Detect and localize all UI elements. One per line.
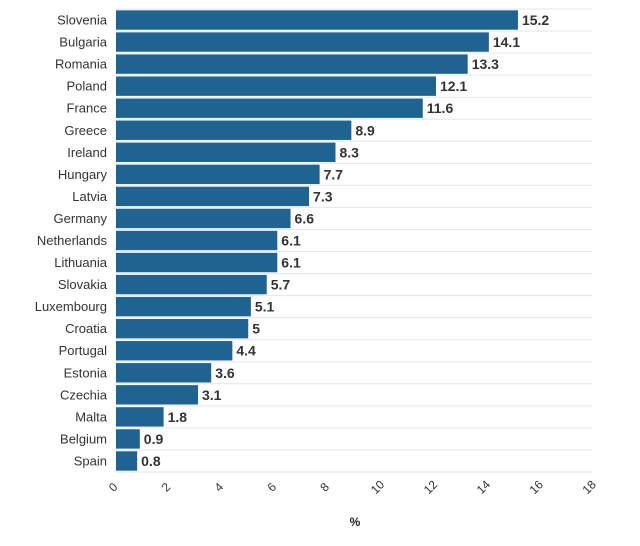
category-label: Ireland — [67, 145, 107, 160]
category-label: Lithuania — [54, 255, 108, 270]
category-label: Croatia — [65, 321, 108, 336]
bar — [116, 296, 251, 317]
category-label: Latvia — [72, 189, 107, 204]
value-label: 4.4 — [236, 343, 256, 359]
bar — [116, 186, 310, 207]
category-label: Portugal — [59, 343, 108, 358]
category-label: Spain — [74, 453, 107, 468]
x-tick-label: 2 — [159, 480, 174, 495]
x-tick-label: 18 — [579, 477, 599, 497]
value-label: 7.7 — [324, 166, 344, 182]
bar — [116, 10, 518, 30]
category-label: Germany — [54, 211, 108, 226]
value-label: 7.3 — [313, 188, 333, 204]
bar — [116, 407, 164, 427]
category-label: Netherlands — [37, 233, 108, 248]
value-label: 5.7 — [271, 277, 291, 293]
bar — [116, 208, 291, 229]
value-label: 12.1 — [440, 78, 467, 94]
bar — [116, 274, 267, 295]
x-tick-label: 8 — [317, 480, 332, 495]
bar — [116, 429, 140, 449]
bar — [116, 54, 468, 74]
bar — [116, 385, 198, 405]
bar — [116, 32, 489, 52]
value-label: 0.8 — [141, 453, 161, 469]
x-tick-label: 6 — [265, 480, 280, 495]
bar — [116, 318, 249, 339]
bar — [116, 164, 320, 185]
value-label: 5.1 — [255, 299, 275, 315]
category-label: Romania — [55, 57, 108, 72]
category-label: Greece — [64, 123, 107, 138]
value-label: 0.9 — [144, 431, 164, 447]
value-labels: 15.214.1 13.3 12.1 11.6 8.9 8.3 7.7 7.3 6.6 6.1 6.… — [141, 12, 549, 469]
bar — [116, 230, 278, 251]
bar — [116, 76, 436, 96]
value-label: 6.1 — [281, 255, 301, 271]
bar — [116, 363, 212, 383]
x-tick-label: 16 — [527, 477, 547, 497]
value-label: 15.2 — [522, 12, 549, 28]
category-label: Luxembourg — [35, 299, 107, 314]
category-label: Estonia — [64, 365, 108, 380]
value-label: 6.6 — [295, 210, 315, 226]
bar — [116, 341, 233, 361]
value-label: 11.6 — [427, 100, 454, 116]
value-label: 3.6 — [215, 365, 235, 381]
value-label: 14.1 — [493, 34, 520, 50]
bar — [116, 98, 423, 118]
x-tick-label: 10 — [368, 477, 388, 497]
x-axis-ticks: 0 2 4 6 8 10 12 14 16 18 — [106, 477, 599, 497]
category-label: Czechia — [60, 387, 108, 402]
category-label: Hungary — [58, 167, 108, 182]
category-labels: Slovenia Bulgaria Romania Poland France Greec… — [35, 13, 108, 469]
category-label: Slovakia — [58, 277, 108, 292]
bar — [116, 120, 352, 140]
x-tick-label: 0 — [106, 480, 121, 495]
value-label: 5 — [252, 321, 260, 337]
category-label: Poland — [67, 79, 107, 94]
x-tick-label: 12 — [421, 477, 441, 497]
category-label: France — [67, 101, 107, 116]
x-tick-label: 4 — [212, 480, 227, 495]
x-axis-title: % — [350, 515, 361, 529]
value-label: 8.9 — [355, 122, 375, 138]
value-label: 1.8 — [168, 409, 188, 425]
category-label: Slovenia — [57, 13, 108, 28]
value-label: 3.1 — [202, 387, 222, 403]
bar — [116, 252, 278, 273]
category-label: Belgium — [60, 431, 107, 446]
value-label: 13.3 — [472, 56, 499, 72]
bars — [116, 10, 518, 471]
gridlines — [116, 8, 592, 473]
category-label: Malta — [75, 409, 108, 424]
category-label: Bulgaria — [59, 35, 107, 50]
bar — [116, 142, 336, 163]
value-label: 6.1 — [281, 233, 301, 249]
x-tick-label: 14 — [474, 477, 494, 497]
bar — [116, 451, 138, 471]
value-label: 8.3 — [339, 144, 359, 160]
